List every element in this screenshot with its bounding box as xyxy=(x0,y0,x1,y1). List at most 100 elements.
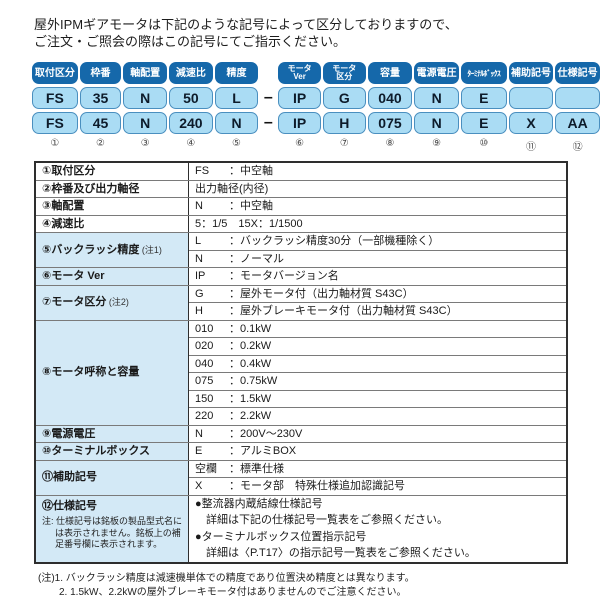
spec-label-cell: ②枠番及び出力軸径 xyxy=(34,179,189,198)
code-column: モータ 区分 G H ⑦ xyxy=(322,62,366,151)
spec-value-cell: G ：屋外モータ付（出力軸材質 S43C） xyxy=(188,284,568,303)
table-row: ⑨電源電圧 N ：200V～230V xyxy=(34,424,568,443)
footnote-2: 2. 1.5kW、2.2kWの屋外ブレーキモータ付はありませんのでご注意ください… xyxy=(59,587,407,598)
code-header-badge: 容量 xyxy=(367,62,413,84)
footnotes: (注)1. バックラッシ精度は減速機単体での精度であり位置決め精度とは異なります… xyxy=(38,572,600,601)
code-box-row2: AA xyxy=(555,112,600,134)
spec-label: ⑧モータ呼称と容量 xyxy=(42,366,140,379)
spec-label-cell: ⑨電源電圧 xyxy=(34,424,189,443)
spec-value-line: 詳細は下記の仕様記号一覧表をご参照ください。 xyxy=(195,514,448,526)
position-number: ④ xyxy=(186,138,196,149)
position-number: ⑤ xyxy=(232,138,242,149)
spec-value-line: ●整流器内蔵結線仕様記号 xyxy=(195,497,323,510)
code-column: 補助記号 X ⑪ xyxy=(508,62,554,153)
table-row: ④減速比 5：1/5 15X：1/1500 xyxy=(34,214,568,233)
code-box-row2: X xyxy=(508,112,554,134)
code-dash-column: – – xyxy=(260,62,276,151)
spec-value-cell: 020 ：0.2kW xyxy=(188,337,568,356)
spec-table: ①取付区分 FS ：中空軸 ②枠番及び出力軸径 出力軸径(内径) ③軸配置 N ：中空軸 ④減速… xyxy=(34,161,568,564)
badge-line: 容量 xyxy=(379,67,400,79)
spec-label: ③軸配置 xyxy=(42,200,85,212)
table-row: ⑧モータ呼称と容量 010 ：0.1kW xyxy=(34,319,568,426)
spec-code: 空欄 xyxy=(195,462,217,475)
table-row: ⑥モータ Ver IP ：モータバージョン名 xyxy=(34,267,568,286)
spec-value-cell: N ：中空軸 xyxy=(188,197,568,216)
spec-label: ②枠番及び出力軸径 xyxy=(42,182,140,195)
spec-value-cell: 075 ：0.75kW xyxy=(188,372,568,391)
spec-description: ：アルミBOX xyxy=(229,445,297,457)
spec-description: ：中空軸 xyxy=(229,200,273,212)
table-row: N ：ノーマル xyxy=(35,249,568,268)
code-column: 軸配置 N N ③ xyxy=(123,62,168,151)
spec-label-footnote: 注: 仕様記号は銘板の製品型式名には表示されません。銘板上の補足番号欄に表示され… xyxy=(42,516,183,549)
position-number: ⑥ xyxy=(295,138,305,149)
intro-text: 屋外IPMギアモータは下記のような記号によって区分しておりますので、 ご注文・ご… xyxy=(0,0,600,50)
spec-value-cell: 150 ：1.5kW xyxy=(188,389,568,408)
spec-value-cell: 010 ：0.1kW xyxy=(188,319,568,338)
code-column: 枠番 35 45 ② xyxy=(79,62,122,151)
spec-description: ：0.2kW xyxy=(229,340,272,352)
code-column: 電源電圧 N N ⑨ xyxy=(414,62,459,151)
badge-line: Ver xyxy=(293,72,306,81)
spec-label: ①取付区分 xyxy=(42,165,96,177)
table-row: ⑫仕様記号 注: 仕様記号は銘板の製品型式名には表示されません。銘板上の補足番号欄… xyxy=(34,494,568,563)
spec-label-cell: ①取付区分 xyxy=(34,161,189,181)
spec-description: ：0.4kW xyxy=(229,357,272,370)
intro-line-1: 屋外IPMギアモータは下記のような記号によって区分しておりますので、 xyxy=(34,17,458,32)
spec-code: N xyxy=(195,252,203,265)
spec-table-body: ①取付区分 FS ：中空軸 ②枠番及び出力軸径 出力軸径(内径) ③軸配置 N ：中空軸 ④減速… xyxy=(34,161,568,563)
table-row: H ：屋外ブレーキモータ付（出力軸材質 S43C） xyxy=(35,302,568,321)
code-header-badge: モータ Ver xyxy=(278,62,321,84)
code-header-badge: 電源電圧 xyxy=(414,62,459,84)
dash-header-spacer xyxy=(260,62,276,84)
position-number: ① xyxy=(50,138,60,149)
code-box-row2: N xyxy=(123,112,168,134)
spec-label-cell: ⑥モータ Ver xyxy=(34,267,189,286)
badge-line: 精度 xyxy=(226,67,247,79)
spec-label-note: (注2) xyxy=(106,297,129,308)
code-box-row1: N xyxy=(123,87,168,109)
spec-label: ④減速比 xyxy=(42,217,85,230)
spec-code: 040 xyxy=(195,357,214,370)
position-number: ⑨ xyxy=(432,138,442,149)
code-box-row2: 240 xyxy=(169,112,213,134)
code-column: 取付区分 FS FS ① xyxy=(32,62,78,151)
code-column: 精度 L N ⑤ xyxy=(214,62,259,151)
spec-description: ：屋外ブレーキモータ付（出力軸材質 S43C） xyxy=(229,305,458,317)
code-header-badge: 仕様記号 xyxy=(555,62,600,84)
code-box-row1 xyxy=(555,87,600,109)
spec-description: ：200V～230V xyxy=(229,427,303,440)
position-number: ⑫ xyxy=(572,142,583,153)
spec-description: 5：1/5 15X：1/1500 xyxy=(195,217,303,230)
code-box-row2: 075 xyxy=(367,112,413,134)
spec-label-cell: ⑩ターミナルボックス xyxy=(34,442,189,461)
footnote-1: (注)1. バックラッシ精度は減速機単体での精度であり位置決め精度とは異なります… xyxy=(38,572,415,584)
spec-label-cell: ⑪補助記号 xyxy=(34,459,189,496)
spec-code: N xyxy=(195,200,203,212)
spec-code: 220 xyxy=(195,410,214,422)
badge-line: 補助記号 xyxy=(510,67,551,79)
code-column: ﾀｰﾐﾅﾙﾎﾞｯｸｽ E E ⑩ xyxy=(460,62,507,151)
spec-code: FS xyxy=(195,165,210,177)
code-box-row2: N xyxy=(214,112,259,134)
spec-label-cell: ③軸配置 xyxy=(34,197,189,216)
code-box-row2: FS xyxy=(32,112,78,134)
table-row: ①取付区分 FS ：中空軸 xyxy=(34,161,568,181)
spec-code: 150 xyxy=(195,392,214,405)
spec-code: L xyxy=(195,235,202,247)
code-column: 仕様記号 AA ⑫ xyxy=(555,62,600,153)
spec-description: ：0.75kW xyxy=(229,375,278,387)
spec-code: IP xyxy=(195,270,206,282)
code-box-row2: N xyxy=(414,112,459,134)
spec-code: H xyxy=(195,305,203,317)
spec-description: ：0.1kW xyxy=(229,322,272,335)
code-column: 容量 040 075 ⑧ xyxy=(367,62,413,151)
code-header-badge: 枠番 xyxy=(79,62,122,84)
table-row: 075 ：0.75kW xyxy=(35,372,568,391)
spec-description: ：モータ部 特殊仕様追加認識記号 xyxy=(229,480,405,492)
badge-line: 電源電圧 xyxy=(416,67,457,79)
dash-separator: – xyxy=(263,89,273,106)
code-box-row2: IP xyxy=(278,112,321,134)
code-box-row2: E xyxy=(460,112,507,134)
